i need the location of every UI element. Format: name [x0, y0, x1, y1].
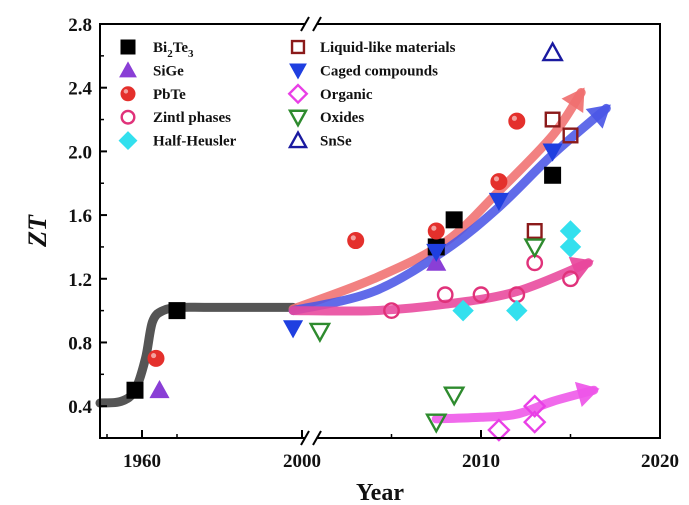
point-organic-1 — [487, 418, 511, 442]
point-bi2te3-2 — [168, 302, 186, 320]
legend-label-half-heusler: Half-Heusler — [153, 134, 237, 150]
legend-marker-pbte — [120, 86, 136, 102]
axis-break-slash-top-2 — [312, 16, 322, 32]
point-pbte-1 — [147, 349, 165, 367]
x-tick-label-2: 2000 — [283, 451, 321, 472]
legend-label-oxides: Oxides — [320, 110, 364, 126]
trend-curve-2 — [288, 88, 586, 314]
trend-curve-5-arrowhead — [574, 381, 600, 407]
point-pbte-1-highlight — [151, 353, 157, 359]
trend-curve-3-arrowhead — [585, 104, 611, 129]
point-half-heusler-3 — [559, 236, 582, 258]
y-tick-label-6: 2.4 — [68, 79, 92, 100]
legend-label-pbte: PbTe — [153, 87, 186, 103]
legend-label-caged-compounds: Caged compounds — [320, 63, 438, 79]
legend-marker-oxides — [287, 109, 309, 128]
legend-label-bi2te3: Bi2Te3 — [153, 40, 194, 60]
point-caged-compounds-1 — [283, 320, 304, 339]
legend-label-sige: SiGe — [153, 63, 184, 79]
legend-marker-pbte-highlight — [123, 89, 129, 94]
point-bi2te3-5 — [544, 166, 562, 184]
point-oxides-2 — [425, 413, 448, 434]
axis-break-slash-bottom-2 — [312, 430, 322, 446]
point-oxides-3 — [442, 386, 466, 407]
point-pbte-2-highlight — [350, 235, 356, 241]
point-liquid-like-materials-1 — [526, 222, 543, 239]
point-zintl-phases-1 — [383, 302, 400, 320]
point-pbte-3-highlight — [431, 225, 437, 231]
point-half-heusler-1 — [452, 299, 474, 322]
trend-curve-1 — [95, 302, 298, 408]
point-organic-3 — [523, 394, 547, 418]
trend-curve-2-arrowhead — [561, 87, 585, 113]
y-tick-label-5: 2.0 — [68, 142, 92, 163]
x-tick-label-4: 2020 — [641, 451, 679, 472]
y-axis-title: ZT — [23, 214, 52, 248]
y-tick-label-3: 1.2 — [68, 270, 92, 291]
y-tick-label-1: 0.4 — [68, 397, 92, 418]
legend-label-organic: Organic — [320, 87, 373, 103]
axis-break — [300, 16, 322, 446]
data-points — [126, 40, 582, 442]
legend-marker-caged-compounds — [289, 63, 307, 80]
legend-marker-bi2te3 — [120, 39, 136, 55]
y-tick-label-4: 1.6 — [68, 206, 92, 227]
point-half-heusler-4 — [559, 220, 582, 242]
trend-curve-4 — [288, 258, 593, 316]
point-pbte-5 — [508, 112, 526, 130]
legend-marker-sige — [119, 61, 137, 78]
trend-curve-4-arrowhead — [568, 256, 594, 281]
point-caged-compounds-2 — [426, 243, 447, 262]
point-zintl-phases-6 — [562, 270, 579, 288]
x-axis-title: Year — [356, 480, 404, 505]
point-sige-1 — [149, 380, 170, 399]
point-caged-compounds-4 — [542, 143, 563, 162]
point-half-heusler-2 — [506, 299, 528, 322]
x-tick-label-1: 1960 — [123, 451, 161, 472]
point-pbte-4-highlight — [493, 176, 500, 182]
legend-label-zintl-phases: Zintl phases — [153, 110, 231, 126]
x-tick-label-3: 2010 — [462, 451, 500, 472]
axis-break-slash-top-1 — [300, 16, 310, 32]
point-pbte-3 — [427, 222, 445, 240]
point-pbte-4 — [490, 173, 508, 191]
point-oxides-1 — [308, 322, 332, 343]
legend-marker-snse — [287, 130, 309, 149]
trend-curve-5 — [431, 385, 599, 424]
legend-label-liquid-like-materials: Liquid-like materials — [320, 40, 456, 56]
point-pbte-5-highlight — [511, 115, 517, 121]
point-caged-compounds-3 — [488, 192, 509, 211]
legend-label-snse: SnSe — [320, 134, 352, 150]
axis-break-slash-bottom-1 — [300, 430, 310, 446]
plot-frame — [99, 23, 661, 439]
y-tick-label-7: 2.8 — [68, 15, 92, 36]
axis-ticks: 0.4 0.8 1.2 1.6 2.0 2.4 2.8 1960 2000 2010 2020 — [68, 15, 679, 472]
point-oxides-4 — [523, 238, 546, 259]
point-pbte-2 — [347, 232, 365, 250]
point-liquid-like-materials-3 — [562, 127, 579, 144]
legend-marker-zintl-phases — [120, 109, 136, 125]
point-zintl-phases-3 — [472, 286, 490, 304]
y-tick-label-2: 0.8 — [68, 333, 92, 354]
point-zintl-phases-2 — [436, 286, 454, 304]
point-liquid-like-materials-2 — [544, 111, 561, 128]
legend-marker-liquid-like-materials — [290, 39, 306, 55]
point-snse-1 — [541, 40, 564, 62]
legend-marker-half-heusler — [118, 131, 138, 151]
point-bi2te3-4 — [445, 211, 463, 229]
point-bi2te3-1 — [126, 381, 144, 399]
legend: Bi2Te3 SiGe PbTe Zintl phases Half-Heusler Li… — [118, 39, 456, 151]
legend-marker-organic — [287, 83, 309, 105]
point-organic-2 — [523, 410, 547, 434]
